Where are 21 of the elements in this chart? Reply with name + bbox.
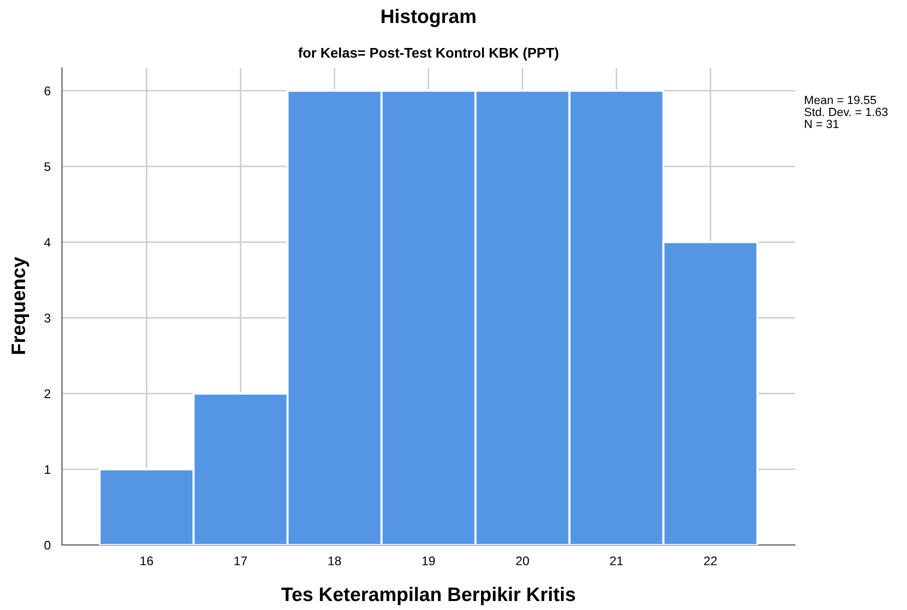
text: Std. Dev. = 1.63 — [804, 107, 888, 116]
chart-title: Histogram — [382, 8, 476, 28]
y-tick-label: 5 — [44, 162, 50, 172]
y-tick-label: 1 — [44, 465, 50, 474]
x-tick-label: 21 — [610, 556, 623, 566]
x-tick-label: 19 — [422, 556, 435, 566]
y-tick-label: 4 — [44, 238, 51, 247]
x-tick-label: 22 — [704, 556, 717, 566]
y-tick-label: 2 — [44, 389, 50, 398]
x-tick-label: 18 — [328, 556, 341, 566]
text: Mean = 19.55 — [804, 96, 876, 104]
x-tick-label: 16 — [140, 556, 153, 566]
x-tick-label: 20 — [516, 556, 529, 566]
y-tick-label: 3 — [44, 314, 50, 323]
x-axis-title: Tes Keterampilan Berpikir Kritis — [281, 586, 576, 606]
y-tick-label: 0 — [44, 540, 50, 550]
text: N = 31 — [804, 120, 839, 128]
y-tick-label: 6 — [44, 86, 50, 96]
y-axis-title: Frequency — [12, 256, 30, 354]
x-tick-label: 17 — [234, 556, 247, 566]
chart-subtitle: for Kelas= Post-Test Kontrol KBK (PPT) — [298, 48, 558, 60]
